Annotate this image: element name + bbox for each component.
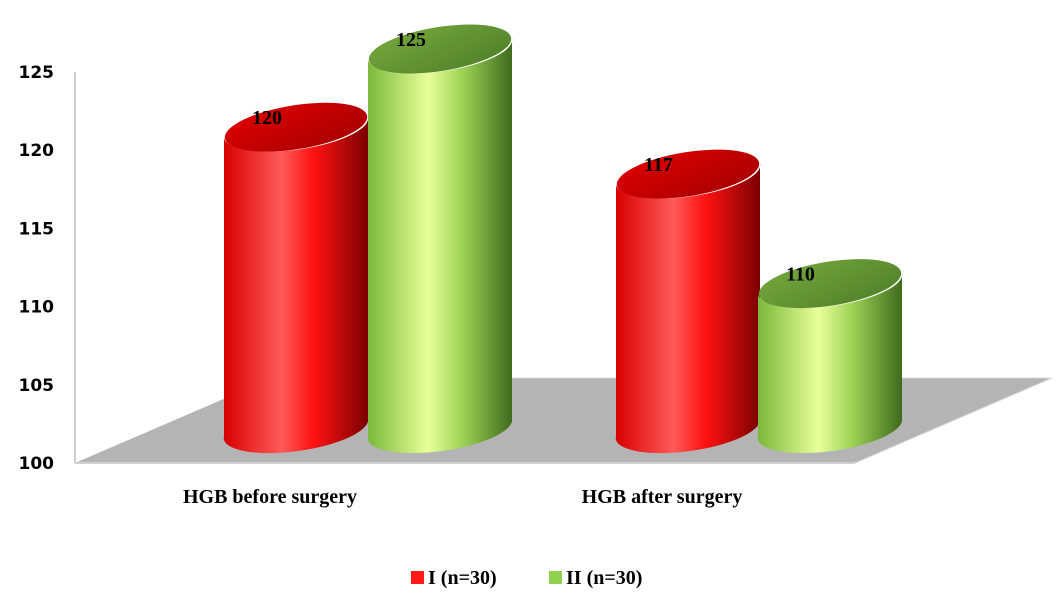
y-tick-label: 115	[19, 219, 55, 239]
data-label: 117	[644, 154, 673, 176]
y-axis-ticks: 100 105 110 115 120 125	[19, 63, 55, 474]
legend-label: II (n=30)	[566, 567, 642, 589]
data-label: 110	[786, 264, 815, 286]
legend-swatch	[549, 571, 562, 584]
bar-1-1	[223, 102, 369, 454]
category-label: HGB after surgery	[582, 486, 743, 508]
y-tick-label: 110	[19, 298, 55, 318]
bars	[223, 24, 903, 454]
bar-top	[616, 149, 760, 199]
data-label: 120	[252, 107, 282, 129]
bar-top	[758, 259, 902, 309]
legend-label: I (n=30)	[428, 567, 497, 589]
bar-top	[368, 24, 512, 74]
data-label: 125	[396, 29, 426, 51]
bar-2-2	[757, 259, 903, 454]
y-tick-label: 125	[19, 63, 55, 83]
bar-1-2	[615, 149, 761, 454]
data-labels: 120 125 117 110	[252, 29, 815, 286]
bar-body	[367, 38, 513, 454]
bar-body	[223, 116, 369, 454]
bar-top	[224, 102, 368, 152]
chart-floor	[75, 378, 1052, 463]
legend-swatch	[411, 571, 424, 584]
bar-body	[757, 273, 903, 454]
floor-right-edge	[854, 377, 1053, 464]
bar-body	[615, 163, 761, 454]
category-labels: HGB before surgery HGB after surgery	[183, 486, 742, 508]
y-tick-label: 105	[19, 376, 55, 396]
y-tick-label: 120	[19, 141, 55, 161]
category-label: HGB before surgery	[183, 486, 357, 508]
bar-2-1	[367, 24, 513, 454]
y-tick-label: 100	[19, 454, 55, 474]
legend: I (n=30) II (n=30)	[411, 567, 642, 589]
